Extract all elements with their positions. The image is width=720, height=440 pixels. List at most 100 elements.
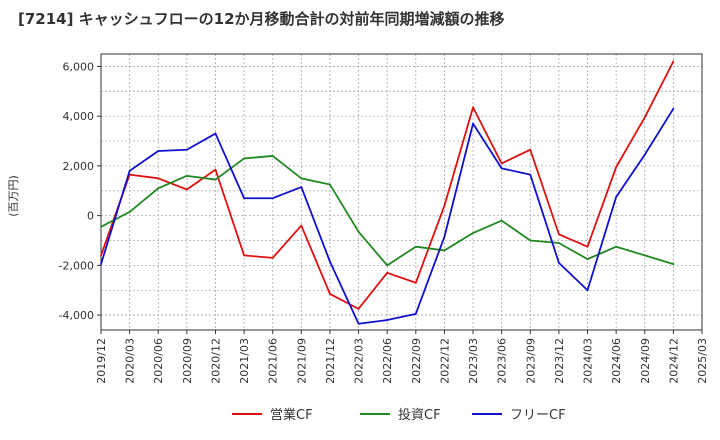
data-point [443, 249, 446, 252]
data-point [558, 242, 560, 244]
x-tick-label: 2024/03 [582, 338, 595, 384]
x-tick-label: 2022/09 [410, 338, 423, 384]
x-tick-label: 2022/03 [353, 338, 366, 384]
data-point [357, 322, 360, 325]
x-tick-label: 2020/03 [124, 338, 137, 384]
y-tick-label: 0 [87, 210, 94, 223]
data-point [472, 232, 474, 234]
y-tick-label: -2,000 [59, 259, 94, 272]
plot-area [101, 54, 702, 330]
y-tick-label: -4,000 [59, 309, 94, 322]
x-tick-label: 2020/12 [209, 338, 222, 384]
data-point [243, 197, 245, 200]
data-point [529, 148, 532, 151]
legend-label-2: 投資CF [398, 407, 441, 423]
data-point [271, 197, 274, 200]
data-point [615, 196, 618, 198]
series-lines [100, 60, 675, 325]
data-point [558, 233, 560, 236]
legend-label-3: フリーCF [510, 408, 566, 423]
y-axis-label: (百万円) [7, 175, 20, 217]
data-point [185, 174, 188, 177]
x-tick-label: 2020/06 [152, 338, 165, 384]
data-point [414, 312, 417, 315]
data-point [672, 60, 675, 63]
plot-background [101, 54, 702, 330]
data-point [243, 157, 245, 160]
legend-label-1: 営業CF [270, 407, 313, 423]
data-point [414, 245, 417, 248]
x-tick-label: 2020/09 [181, 338, 194, 384]
data-point [243, 254, 245, 257]
x-tick-label: 2022/06 [381, 338, 394, 384]
data-point [443, 235, 446, 238]
data-point [329, 183, 331, 186]
data-point [271, 256, 274, 259]
x-tick-label: 2021/09 [295, 338, 308, 384]
data-point [615, 245, 618, 248]
data-point [443, 204, 446, 207]
x-tick-label: 2024/06 [610, 338, 623, 384]
data-point [386, 319, 389, 321]
data-point [414, 281, 417, 284]
data-point [586, 289, 589, 292]
data-point [386, 271, 389, 274]
data-point [472, 106, 474, 109]
data-point [100, 225, 102, 228]
x-tick-label: 2023/09 [524, 338, 537, 384]
data-point [214, 132, 217, 135]
data-point [100, 263, 102, 266]
data-point [185, 188, 188, 191]
data-point [300, 224, 303, 227]
data-point [329, 260, 331, 263]
x-tick-label: 2021/12 [324, 338, 337, 384]
x-tick-label: 2023/03 [467, 338, 480, 384]
data-point [500, 162, 503, 165]
data-point [672, 107, 675, 110]
y-tick-label: 4,000 [63, 110, 95, 123]
x-tick-label: 2021/03 [238, 338, 251, 384]
data-point [157, 187, 160, 190]
x-tick-label: 2024/09 [639, 338, 652, 384]
data-point [214, 168, 217, 171]
data-point [271, 155, 274, 157]
data-point [100, 254, 102, 257]
x-tick-label: 2021/06 [267, 338, 280, 384]
data-point [329, 293, 331, 295]
data-point [500, 219, 503, 222]
y-tick-labels: -4,000 -2,000 0 2,000 4,000 6,000 [59, 60, 101, 322]
data-point [586, 245, 589, 248]
legend: 営業CF 投資CF フリーCF [232, 407, 566, 423]
data-point [157, 150, 160, 152]
x-tick-label: 2022/12 [438, 338, 451, 384]
x-tick-label: 2024/12 [667, 338, 680, 384]
data-point [643, 116, 646, 119]
x-tick-labels: 2019/12 2020/03 2020/06 2020/09 2020/12 2021/… [95, 330, 709, 384]
chart-title: [7214] キャッシュフローの12か月移動合計の対前年同期増減額の推移 [18, 10, 505, 28]
data-point [128, 210, 131, 213]
y-tick-label: 2,000 [63, 160, 95, 173]
data-point [529, 239, 532, 242]
data-point [643, 153, 646, 156]
axes [100, 53, 703, 331]
data-point [300, 186, 303, 188]
y-tick-label: 6,000 [63, 60, 95, 73]
x-tick-label: 2023/12 [553, 338, 566, 384]
data-point [586, 258, 589, 261]
data-point [185, 148, 188, 151]
data-point [672, 263, 675, 266]
data-point [615, 166, 618, 169]
data-point [128, 169, 131, 172]
plot-frame [100, 53, 703, 331]
data-point [472, 122, 474, 125]
x-tick-label: 2023/06 [496, 338, 509, 384]
data-point [386, 264, 389, 267]
data-point [157, 177, 160, 180]
x-tick-label: 2019/12 [95, 338, 108, 384]
x-tick-label: 2025/03 [696, 338, 709, 384]
data-point [529, 173, 532, 176]
data-point [357, 307, 360, 310]
data-point [558, 261, 560, 264]
data-point [643, 254, 646, 257]
